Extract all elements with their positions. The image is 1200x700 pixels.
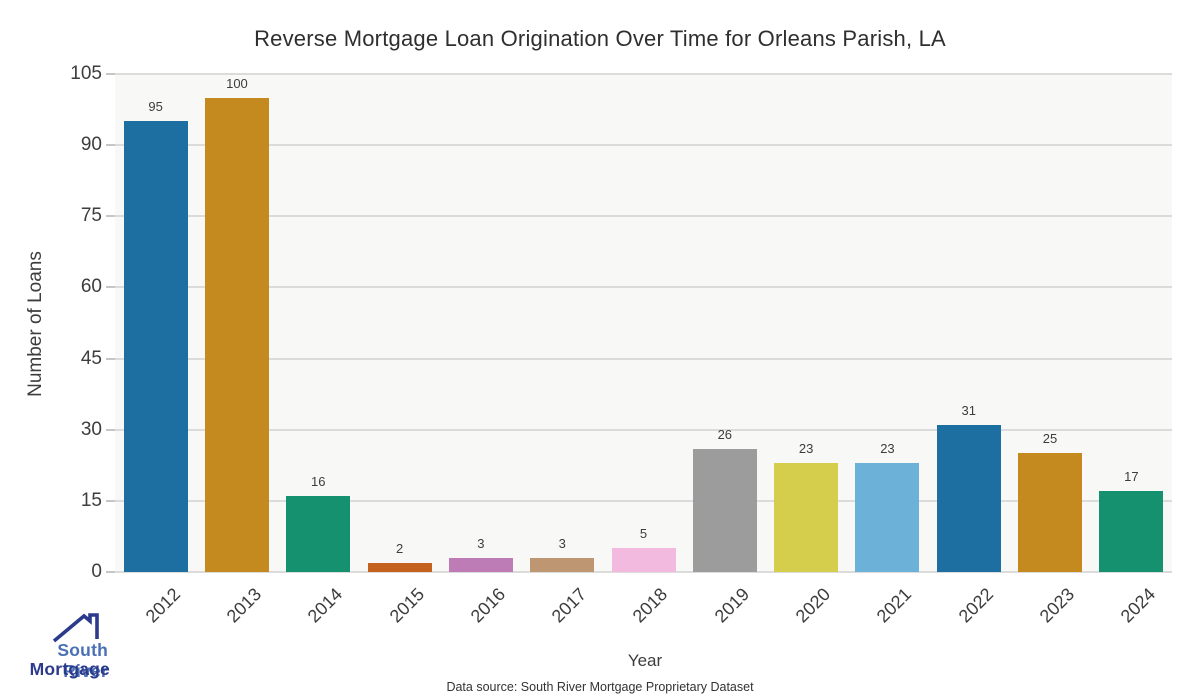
y-tick-label-45: 45 xyxy=(80,347,102,369)
gridline-y-60 xyxy=(115,286,1172,289)
y-tick-label-75: 75 xyxy=(80,205,102,227)
y-tick-label-15: 15 xyxy=(80,489,102,511)
gridline-y-0 xyxy=(115,571,1172,573)
y-tick-mark-30 xyxy=(106,428,115,431)
bar-2023 xyxy=(1018,453,1083,572)
bar-value-2024: 17 xyxy=(1124,469,1139,485)
bar-2018 xyxy=(611,548,676,572)
bar-value-2012: 95 xyxy=(148,99,163,115)
gridline-y-45 xyxy=(115,357,1172,360)
y-tick-label-60: 60 xyxy=(80,276,102,298)
bar-value-2021: 23 xyxy=(880,440,895,456)
bar-value-2017: 3 xyxy=(558,535,566,551)
gridline-y-105 xyxy=(115,73,1172,75)
bar-value-2013: 100 xyxy=(226,75,248,91)
y-tick-label-105: 105 xyxy=(70,63,102,84)
y-tick-label-30: 30 xyxy=(80,418,102,440)
bar-2019 xyxy=(692,448,757,572)
bar-value-2016: 3 xyxy=(477,535,485,551)
x-tick-label-2013: 2013 xyxy=(222,584,266,627)
bar-2024 xyxy=(1099,491,1164,572)
y-tick-mark-75 xyxy=(106,215,115,218)
y-tick-label-90: 90 xyxy=(80,134,102,156)
south-river-mortgage-logo: South River Mortgage xyxy=(16,610,126,690)
bar-2016 xyxy=(448,557,513,572)
bar-value-2015: 2 xyxy=(395,540,404,556)
bar-value-2019: 26 xyxy=(717,426,733,442)
plot-area xyxy=(115,74,1172,572)
bar-2012 xyxy=(123,121,188,572)
bar-value-2022: 31 xyxy=(961,402,976,418)
x-tick-label-2014: 2014 xyxy=(303,584,347,627)
data-source-note: Data source: South River Mortgage Propri… xyxy=(446,680,754,694)
gridline-y-15 xyxy=(115,499,1172,502)
gridline-y-75 xyxy=(115,215,1172,218)
house-roof-icon xyxy=(52,613,99,643)
x-tick-label-2023: 2023 xyxy=(1035,584,1079,627)
bar-2015 xyxy=(367,562,432,572)
bar-2014 xyxy=(286,496,351,572)
y-tick-mark-60 xyxy=(106,286,115,289)
bar-value-2023: 25 xyxy=(1042,431,1058,447)
y-axis-title: Number of Loans xyxy=(25,251,46,397)
x-tick-label-2012: 2012 xyxy=(141,584,184,627)
y-tick-mark-105 xyxy=(106,73,115,75)
logo-text-south-river: South River xyxy=(57,640,108,681)
x-tick-label-2022: 2022 xyxy=(954,584,997,627)
gridline-y-90 xyxy=(115,144,1172,147)
chart-title: Reverse Mortgage Loan Origination Over T… xyxy=(254,26,946,51)
bar-2021 xyxy=(855,462,920,572)
x-tick-label-2016: 2016 xyxy=(466,584,510,627)
bar-value-2018: 5 xyxy=(639,526,648,542)
gridline-y-30 xyxy=(115,428,1172,431)
x-axis-title: Year xyxy=(627,651,663,670)
x-tick-label-2024: 2024 xyxy=(1117,584,1160,627)
bar-value-2014: 16 xyxy=(311,474,326,490)
y-tick-mark-90 xyxy=(106,144,115,147)
bar-2022 xyxy=(936,424,1001,572)
x-tick-label-2019: 2019 xyxy=(710,584,753,627)
bar-2013 xyxy=(204,97,269,572)
y-tick-mark-45 xyxy=(106,357,115,360)
x-tick-label-2018: 2018 xyxy=(629,584,672,627)
x-tick-label-2015: 2015 xyxy=(385,584,428,627)
x-tick-label-2020: 2020 xyxy=(791,584,835,627)
y-tick-mark-0 xyxy=(106,571,115,573)
y-tick-label-0: 0 xyxy=(91,561,102,582)
x-tick-label-2017: 2017 xyxy=(547,584,591,627)
x-tick-label-2021: 2021 xyxy=(873,584,916,627)
bar-2017 xyxy=(530,557,595,572)
y-tick-mark-15 xyxy=(106,499,115,502)
bar-value-2020: 23 xyxy=(798,440,814,456)
logo-text-mortgage: Mortgage xyxy=(29,659,110,679)
bar-2020 xyxy=(774,462,839,572)
